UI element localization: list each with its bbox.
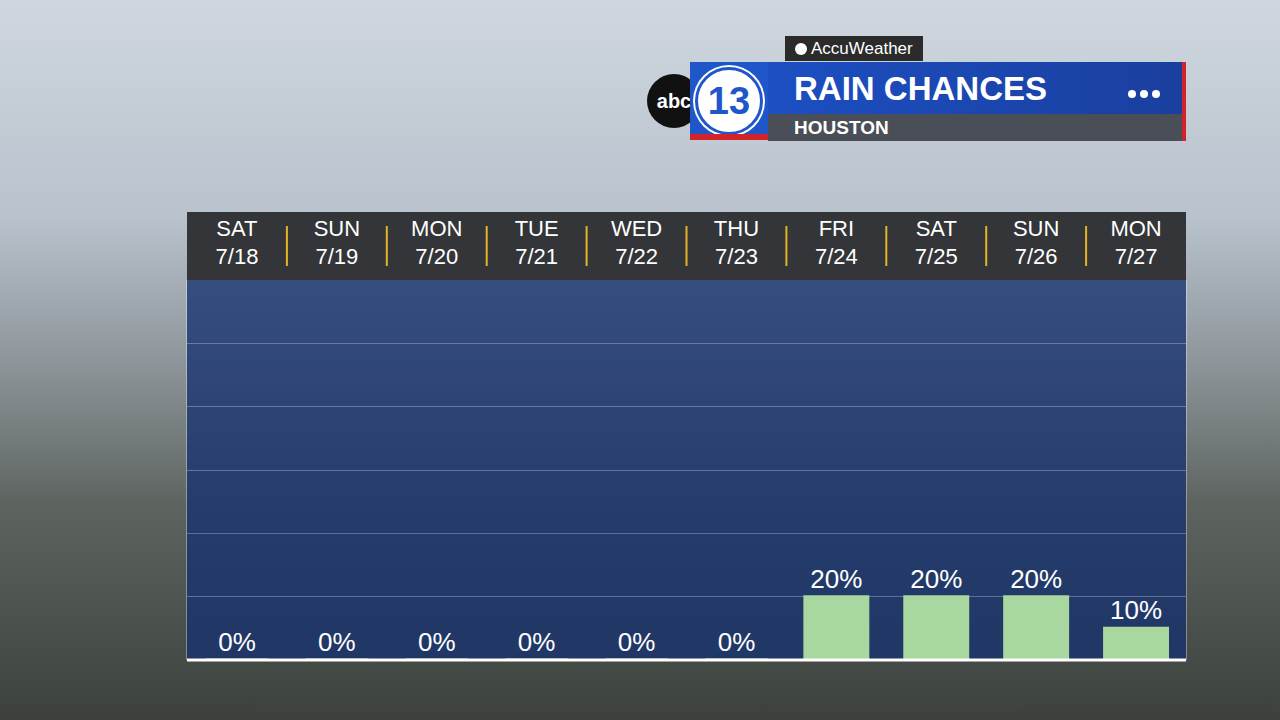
html-text:13: 13 bbox=[707, 80, 751, 122]
svg-text:20%: 20% bbox=[810, 564, 862, 594]
svg-text:0%: 0% bbox=[318, 627, 356, 657]
svg-text:0%: 0% bbox=[618, 627, 656, 657]
svg-text:TUE7/21: TUE7/21 bbox=[515, 216, 559, 270]
svg-text:SAT7/25: SAT7/25 bbox=[915, 216, 958, 270]
svg-text:SUN7/26: SUN7/26 bbox=[1013, 216, 1059, 270]
html-text:HOUSTON: HOUSTON bbox=[794, 117, 889, 138]
svg-text:10%: 10% bbox=[1110, 595, 1162, 625]
html-text:RAIN CHANCES: RAIN CHANCES bbox=[794, 70, 1047, 107]
svg-text:FRI7/24: FRI7/24 bbox=[815, 216, 858, 270]
svg-text:0%: 0% bbox=[218, 627, 256, 657]
svg-text:0%: 0% bbox=[718, 627, 756, 657]
svg-text:20%: 20% bbox=[910, 564, 962, 594]
html-text:abc: abc bbox=[656, 90, 692, 112]
svg-text:WED7/22: WED7/22 bbox=[611, 216, 662, 270]
svg-text:0%: 0% bbox=[418, 627, 456, 657]
svg-text:0%: 0% bbox=[518, 627, 556, 657]
svg-text:MON7/20: MON7/20 bbox=[411, 216, 462, 270]
svg-text:20%: 20% bbox=[1010, 564, 1062, 594]
html-text:AccuWeather: AccuWeather bbox=[811, 39, 913, 58]
svg-text:MON7/27: MON7/27 bbox=[1110, 216, 1161, 270]
svg-text:SUN7/19: SUN7/19 bbox=[314, 216, 360, 270]
svg-text:SAT7/18: SAT7/18 bbox=[216, 216, 259, 270]
svg-text:THU7/23: THU7/23 bbox=[714, 216, 759, 270]
